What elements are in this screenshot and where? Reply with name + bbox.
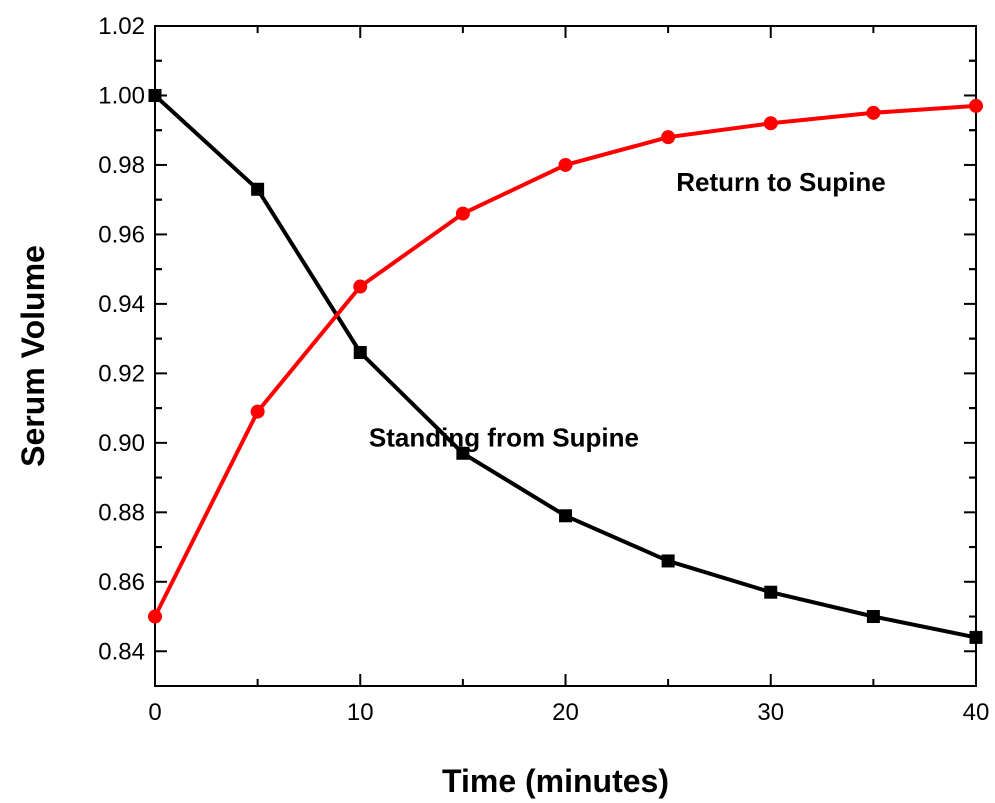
x-tick-label: 0 <box>148 699 161 726</box>
data-point <box>148 609 162 624</box>
data-point <box>661 554 675 568</box>
y-tick-label: 0.90 <box>98 430 145 457</box>
data-point <box>353 346 367 360</box>
x-tick-label: 40 <box>963 699 990 726</box>
y-tick-label: 0.86 <box>98 569 145 596</box>
data-point <box>866 105 881 120</box>
data-point <box>764 585 778 599</box>
series-standing-from-supine <box>148 88 983 644</box>
series-annotation: Return to Supine <box>676 167 885 197</box>
y-tick-label: 0.88 <box>98 499 145 526</box>
data-point <box>353 279 368 294</box>
text-layer: 0 10 20 30 40 0.84 0.86 0.88 0.90 0.92 0.94 0.96 0.9… <box>15 13 989 799</box>
data-point <box>148 88 162 102</box>
x-tick-label: 30 <box>757 699 784 726</box>
y-tick-label: 1.02 <box>98 13 145 40</box>
x-axis-title: Time (minutes) <box>442 763 669 799</box>
data-point <box>250 404 265 419</box>
data-point <box>969 98 983 113</box>
data-point <box>969 630 983 644</box>
y-tick-label: 1.00 <box>98 82 145 109</box>
y-axis-title: Serum Volume <box>15 245 51 467</box>
y-tick-label: 0.92 <box>98 360 145 387</box>
plot-frame <box>154 25 977 687</box>
data-point <box>456 446 470 460</box>
axes <box>154 25 977 687</box>
data-point <box>455 206 470 221</box>
series-layer <box>148 88 983 644</box>
data-point <box>866 610 880 624</box>
y-tick-label: 0.94 <box>98 291 145 318</box>
series-annotation: Standing from Supine <box>369 422 639 452</box>
data-point <box>559 509 572 523</box>
y-tick-label: 0.84 <box>98 638 145 665</box>
y-tick-label: 0.96 <box>98 221 145 248</box>
x-tick-label: 20 <box>552 699 579 726</box>
data-point <box>661 130 676 145</box>
data-point <box>763 116 778 131</box>
x-tick-label: 10 <box>347 699 374 726</box>
y-tick-label: 0.98 <box>98 152 145 179</box>
series-return-to-supine <box>148 98 983 624</box>
data-point <box>251 182 265 196</box>
data-point <box>558 157 573 172</box>
